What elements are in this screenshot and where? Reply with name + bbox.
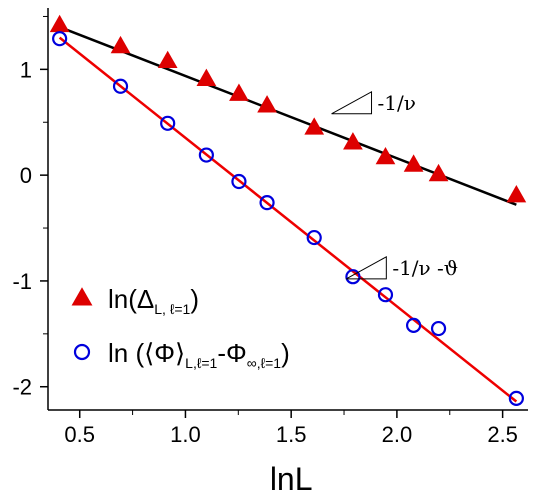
x-axis-label: lnL — [270, 461, 313, 497]
x-tick-label: 1.5 — [276, 422, 307, 447]
circle-point — [231, 173, 247, 190]
x-tick-label: 2.5 — [487, 422, 518, 447]
circle-point — [259, 195, 275, 211]
circle-point — [508, 390, 524, 406]
triangle-point — [304, 117, 325, 135]
legend-2-main: ln (⟨Φ⟩ — [108, 338, 185, 368]
y-tick-label: 0 — [20, 163, 32, 188]
slope-annotations: -1/ν -1/ν -ϑ — [331, 90, 458, 280]
circle-point — [406, 317, 422, 333]
circle-point — [160, 115, 176, 131]
legend-1-sub: L, ℓ=1 — [154, 301, 190, 317]
legend-label-1: ln(ΔL, ℓ=1) — [108, 284, 199, 317]
triangle-point — [257, 95, 277, 113]
slope-label-2: -1/ν -ϑ — [392, 256, 458, 280]
triangle-point — [506, 185, 527, 203]
fit-line-2 — [58, 36, 518, 403]
x-tick-label: 0.5 — [64, 422, 95, 447]
circle-point — [112, 78, 129, 94]
legend-label-2: ln (⟨Φ⟩L,ℓ=1-Φ∞,ℓ=1) — [108, 338, 290, 371]
circle-point — [198, 147, 214, 163]
legend-2-mid: -Φ — [217, 338, 246, 368]
circle-point — [345, 269, 361, 285]
legend-circle-marker — [73, 343, 91, 361]
triangle-point — [375, 146, 396, 165]
triangle-point — [157, 50, 178, 69]
slope-wedge-1 — [331, 90, 373, 115]
triangle-point — [110, 35, 131, 54]
legend-2-tail: ) — [281, 338, 290, 368]
fit-line-1 — [59, 25, 517, 206]
legend-1-main: ln(Δ — [108, 284, 154, 314]
slope-wedge-2 — [346, 255, 387, 280]
legend-2-sub: L,ℓ=1 — [185, 355, 217, 371]
legend: ln(ΔL, ℓ=1)ln (⟨Φ⟩L,ℓ=1-Φ∞,ℓ=1) — [71, 284, 290, 371]
y-tick-label: -1 — [12, 269, 32, 294]
circle-point — [377, 287, 394, 303]
x-tick-label: 2.0 — [382, 422, 413, 447]
circle-point — [430, 320, 447, 337]
x-tick-label: 1.0 — [170, 422, 201, 447]
triangle-point — [196, 68, 217, 87]
triangle-point — [428, 163, 449, 182]
triangle-point — [49, 14, 70, 33]
triangle-point — [343, 132, 363, 150]
y-tick-label: -2 — [12, 375, 32, 400]
triangle-point — [229, 83, 249, 101]
legend-triangle-marker — [71, 287, 93, 306]
slope-label-1: -1/ν — [378, 91, 416, 115]
legend-1-tail: ) — [190, 284, 199, 314]
triangle-point — [403, 154, 424, 172]
data-marks — [49, 14, 527, 406]
y-tick-label: 1 — [20, 57, 32, 82]
legend-2-sub2: ∞,ℓ=1 — [247, 355, 282, 371]
circle-point — [306, 229, 322, 246]
circle-point — [52, 31, 68, 47]
axes: 0.5 1.0 1.5 2.0 2.5 -2 -1 0 1 — [12, 8, 528, 447]
